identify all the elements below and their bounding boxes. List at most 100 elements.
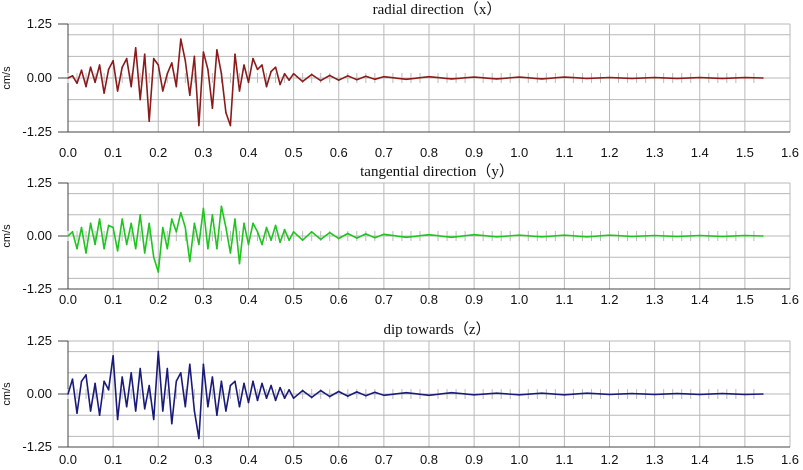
- x-tick-label: 0.3: [194, 292, 212, 307]
- data-point: [450, 391, 453, 394]
- x-tick-label: 1.0: [510, 452, 528, 467]
- y-tick-label: 0.00: [27, 228, 52, 243]
- data-point: [85, 374, 87, 376]
- data-point: [166, 367, 169, 370]
- data-point: [229, 252, 232, 254]
- x-tick-label: 0.6: [330, 292, 348, 307]
- data-point: [653, 76, 656, 79]
- data-point: [374, 236, 376, 239]
- data-point: [541, 392, 543, 394]
- data-point: [319, 389, 322, 392]
- data-point: [67, 235, 69, 237]
- data-point: [94, 243, 96, 246]
- series-line: [67, 205, 763, 273]
- x-tick-label: 0.2: [149, 145, 167, 160]
- data-point: [243, 64, 245, 66]
- data-point: [274, 66, 277, 68]
- data-point: [134, 410, 137, 412]
- data-point: [67, 77, 69, 79]
- data-point: [283, 72, 286, 75]
- data-point: [292, 397, 295, 400]
- x-tick-label: 1.5: [736, 452, 754, 467]
- data-point: [202, 51, 205, 53]
- data-point: [184, 226, 187, 229]
- data-point: [207, 68, 209, 71]
- data-point: [225, 111, 227, 114]
- x-tick-label: 0.1: [104, 292, 122, 307]
- data-point: [220, 205, 223, 208]
- data-point: [184, 405, 187, 408]
- data-point: [261, 243, 263, 246]
- data-point: [234, 380, 236, 383]
- chart-title: radial direction（x）: [373, 1, 502, 18]
- series-line: [67, 38, 763, 127]
- data-point: [310, 230, 313, 233]
- data-point: [216, 414, 218, 417]
- data-point: [166, 247, 169, 250]
- data-point: [116, 250, 119, 252]
- data-point: [518, 234, 521, 236]
- data-point: [238, 262, 241, 265]
- data-point: [76, 247, 78, 250]
- data-point: [374, 78, 376, 81]
- data-point: [265, 226, 268, 229]
- data-point: [328, 74, 331, 77]
- data-point: [107, 388, 110, 391]
- data-point: [301, 239, 304, 242]
- data-point: [356, 237, 358, 239]
- x-tick-label: 0.6: [330, 145, 348, 160]
- x-tick-label: 1.2: [600, 145, 618, 160]
- data-point: [207, 247, 209, 250]
- data-point: [541, 236, 543, 238]
- x-tick-label: 1.1: [555, 452, 573, 467]
- data-point: [428, 233, 430, 236]
- data-point: [220, 72, 223, 75]
- data-point: [243, 382, 245, 385]
- x-tick-label: 0.9: [465, 292, 483, 307]
- data-point: [252, 222, 254, 225]
- y-axis-label: cm/s: [1, 382, 13, 406]
- data-point: [184, 59, 187, 62]
- data-point: [428, 394, 430, 397]
- data-point: [247, 401, 250, 404]
- data-point: [112, 355, 114, 357]
- chart-panel-3: dip towards（z） cm/s 0.0 0.1 0.2 0.3 0.4 0.5 0.6 0…: [1, 321, 799, 467]
- data-point: [631, 392, 633, 395]
- x-tick-label: 0.3: [194, 452, 212, 467]
- data-point: [229, 124, 232, 127]
- x-tick-label: 0.5: [285, 292, 303, 307]
- x-tick-label: 0.4: [239, 292, 257, 307]
- x-tick-label: 0.2: [149, 292, 167, 307]
- data-point: [229, 384, 232, 387]
- data-point: [762, 77, 764, 79]
- data-point: [161, 410, 164, 412]
- data-point: [193, 222, 196, 225]
- x-tick-label: 0.7: [375, 145, 393, 160]
- data-point: [292, 230, 295, 233]
- data-point: [89, 66, 92, 68]
- data-point: [473, 76, 475, 78]
- data-point: [279, 386, 281, 389]
- x-tick-label: 0.4: [239, 452, 257, 467]
- data-point: [238, 405, 241, 408]
- data-point: [180, 38, 182, 40]
- data-point: [98, 64, 101, 66]
- data-point: [698, 234, 701, 237]
- data-point: [283, 397, 286, 400]
- data-point: [608, 234, 611, 236]
- y-tick-label: 1.25: [27, 16, 52, 31]
- data-point: [608, 76, 611, 79]
- data-point: [175, 230, 178, 233]
- x-tick-label: 0.6: [330, 452, 348, 467]
- y-tick-label: 0.00: [27, 70, 52, 85]
- data-point: [98, 218, 101, 220]
- data-point: [180, 372, 182, 374]
- data-point: [762, 235, 764, 237]
- data-point: [495, 392, 498, 394]
- data-point: [586, 236, 588, 238]
- data-point: [216, 49, 218, 51]
- data-point: [744, 393, 746, 396]
- x-tick-label: 0.3: [194, 145, 212, 160]
- chart-title: tangential direction（y）: [360, 163, 514, 180]
- x-tick-label: 1.5: [736, 292, 754, 307]
